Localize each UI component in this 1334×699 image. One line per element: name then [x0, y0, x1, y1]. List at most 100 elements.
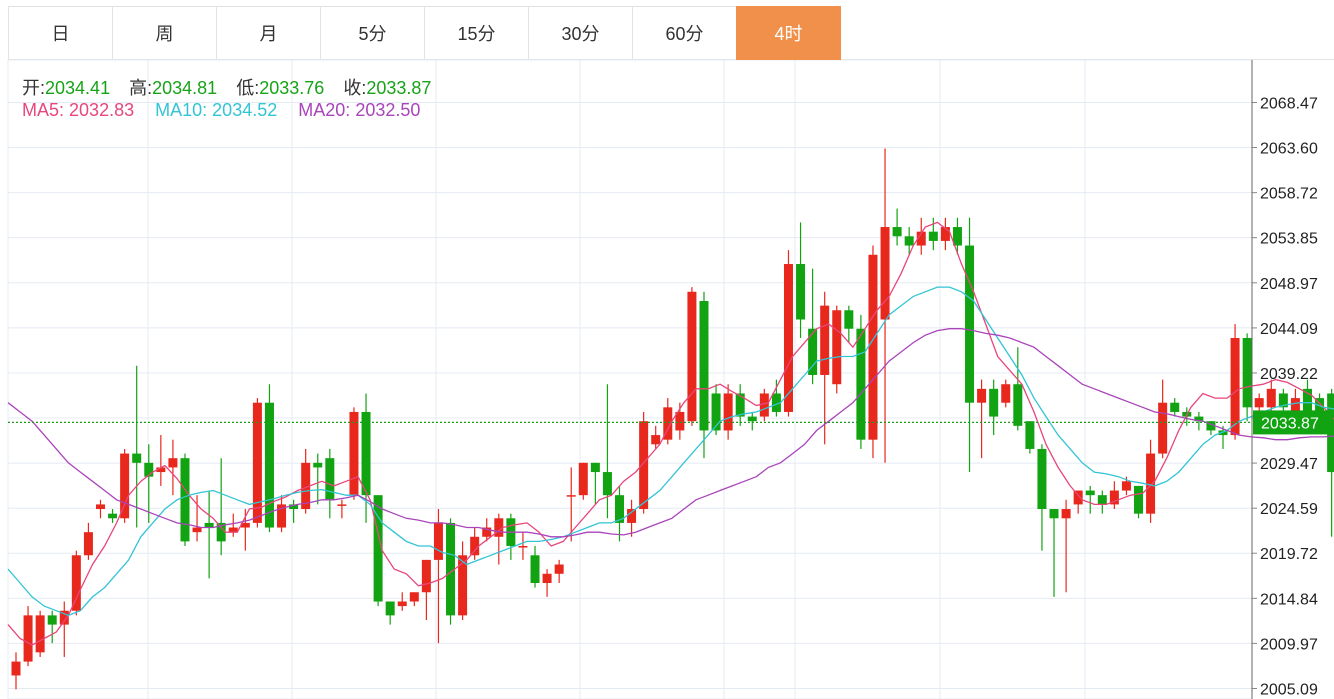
plot-area: [7, 59, 1253, 699]
tick-label: 2058.72: [1260, 186, 1318, 203]
candle-body: [952, 227, 962, 246]
candle-body: [1158, 402, 1168, 454]
candle-body: [928, 231, 938, 241]
candle-body: [144, 462, 154, 477]
current-price-label: 2033.87: [1261, 415, 1319, 432]
ohlc-legend: 开:2034.41 高:2034.81 低:2033.76 收:2033.87: [22, 74, 445, 100]
candle-body: [228, 527, 238, 533]
candle-body: [651, 435, 661, 445]
candle-body: [1121, 481, 1131, 491]
candle-body: [796, 264, 806, 320]
candle-body: [759, 393, 769, 417]
candle-body: [808, 328, 818, 375]
candle-body: [1170, 402, 1180, 412]
ma20-label: MA20:: [298, 100, 351, 120]
candle-body: [264, 402, 274, 528]
tick-label: 2019.72: [1260, 546, 1318, 563]
candle-body: [240, 522, 250, 528]
tick-label: 2005.09: [1260, 682, 1318, 699]
tab-15min[interactable]: 15分: [424, 6, 529, 60]
candles: [11, 148, 1334, 690]
candle-body: [1013, 384, 1023, 426]
tick-label: 2048.97: [1260, 276, 1318, 293]
candle-body: [1073, 490, 1083, 505]
candle-body: [627, 509, 637, 523]
candle-body: [699, 301, 709, 431]
candle-body: [35, 615, 45, 653]
candle-body: [1290, 398, 1300, 412]
candle-body: [639, 421, 649, 510]
tab-month[interactable]: 月: [216, 6, 321, 60]
candle-body: [578, 462, 588, 496]
candle-body: [856, 328, 866, 440]
candle-body: [349, 411, 359, 496]
candle-body: [373, 495, 383, 602]
candle-body: [1146, 453, 1156, 514]
ma-line-ma5: [7, 221, 1334, 646]
candle-body: [844, 310, 854, 329]
candle-body: [120, 453, 130, 519]
candle-body: [940, 227, 950, 241]
candle-body: [385, 601, 395, 616]
tab-30min[interactable]: 30分: [528, 6, 633, 60]
candle-body: [23, 615, 33, 662]
candle-body: [1242, 337, 1252, 408]
candle-body: [325, 458, 335, 500]
candle-body: [747, 416, 757, 422]
candle-body: [482, 527, 492, 537]
candle-body: [892, 227, 902, 237]
candle-body: [47, 615, 57, 625]
ma20-value: 2032.50: [355, 100, 421, 120]
candle-body: [783, 264, 793, 412]
ma-line-ma10: [7, 286, 1334, 617]
tick-label: 2024.59: [1260, 501, 1318, 518]
candle-body: [446, 522, 456, 616]
candle-body: [361, 411, 371, 496]
candle-body: [1218, 430, 1228, 436]
candle-body: [965, 245, 975, 403]
candle-body: [397, 601, 407, 607]
candle-body: [1037, 448, 1047, 510]
candle-body: [337, 504, 347, 506]
tab-day[interactable]: 日: [8, 6, 113, 60]
candle-body: [494, 518, 504, 537]
candle-body: [192, 527, 202, 533]
candle-body: [11, 661, 21, 676]
ma-line-ma20: [7, 328, 1334, 538]
candle-body: [1049, 509, 1059, 519]
timeframe-tabs: 日 周 月 5分 15分 30分 60分 4时: [8, 6, 841, 60]
candle-body: [216, 522, 226, 542]
candle-body: [421, 559, 431, 593]
close-value: 2033.87: [366, 78, 432, 98]
candle-body: [204, 522, 214, 528]
tick-label: 2029.47: [1260, 456, 1318, 473]
close-label: 收:: [343, 78, 367, 98]
candle-body: [832, 310, 842, 385]
candle-body: [566, 495, 576, 497]
candle-body: [687, 291, 697, 422]
candle-body: [433, 522, 443, 560]
candle-body: [1109, 490, 1119, 505]
candle-body: [868, 254, 878, 440]
ma10-value: 2034.52: [212, 100, 278, 120]
candle-body: [313, 462, 323, 468]
candle-body: [180, 458, 190, 542]
candle-body: [1206, 421, 1216, 431]
ma5-label: MA5:: [22, 100, 65, 120]
candle-body: [458, 555, 468, 616]
candle-body: [71, 555, 81, 611]
tab-60min[interactable]: 60分: [632, 6, 737, 60]
candle-body: [1278, 393, 1288, 408]
candle-body: [252, 402, 262, 523]
candle-body: [735, 393, 745, 417]
ma-legend: MA5: 2032.83 MA10: 2034.52 MA20: 2032.50: [22, 100, 420, 121]
candle-body: [1085, 490, 1095, 496]
tab-4hour[interactable]: 4时: [736, 6, 841, 60]
candle-body: [542, 573, 552, 584]
candle-body: [301, 462, 311, 510]
ma10-label: MA10:: [155, 100, 208, 120]
ma5-value: 2032.83: [69, 100, 135, 120]
candle-body: [470, 536, 480, 556]
candle-body: [663, 407, 673, 440]
